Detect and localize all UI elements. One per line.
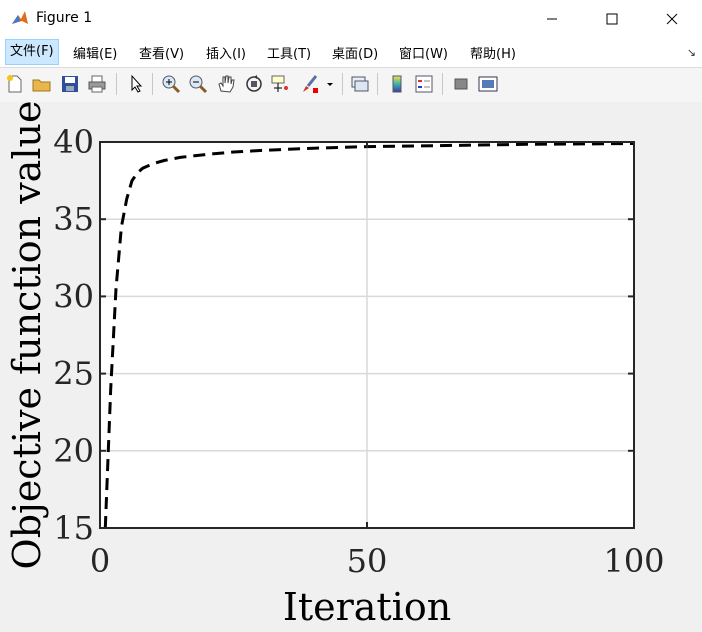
hide-plot-tools-icon[interactable] — [450, 73, 472, 95]
y-tick-label: 20 — [53, 432, 94, 470]
y-axis-label: Objective function value — [5, 102, 49, 569]
menu-window[interactable]: 窗口(W) — [399, 47, 448, 62]
toolbar-separator — [342, 73, 343, 95]
legend-icon[interactable] — [413, 73, 435, 95]
data-cursor-icon[interactable] — [270, 73, 292, 95]
x-tick-labels: 0 50 100 — [90, 542, 665, 580]
link-plot-icon[interactable] — [349, 73, 371, 95]
brush-icon[interactable] — [299, 73, 321, 95]
zoom-out-icon[interactable] — [187, 73, 209, 95]
close-button[interactable] — [642, 0, 702, 37]
tick-marks — [99, 141, 635, 529]
y-tick-label: 25 — [53, 355, 94, 393]
colorbar-icon[interactable] — [386, 73, 408, 95]
y-tick-label: 30 — [53, 277, 94, 315]
save-icon[interactable] — [59, 73, 81, 95]
series-line — [103, 142, 635, 529]
open-file-icon[interactable] — [31, 73, 53, 95]
toolbar-separator — [116, 73, 117, 95]
toolbar-separator — [377, 73, 378, 95]
zoom-in-icon[interactable] — [160, 73, 182, 95]
menu-help[interactable]: 帮助(H) — [470, 47, 516, 62]
y-tick-label: 40 — [53, 123, 94, 161]
minimize-button[interactable] — [522, 0, 582, 37]
matlab-icon — [10, 9, 30, 29]
menu-view[interactable]: 查看(V) — [139, 47, 185, 62]
y-tick-label: 35 — [53, 200, 94, 238]
maximize-icon — [606, 13, 618, 24]
menu-edit[interactable]: 编辑(E) — [73, 47, 118, 62]
dropdown-arrow-icon[interactable] — [324, 73, 336, 95]
x-tick-label: 0 — [90, 542, 110, 580]
select-arrow-icon[interactable] — [125, 73, 147, 95]
title-bar: Figure 1 — [0, 0, 702, 37]
close-icon — [666, 13, 678, 24]
dock-arrow-icon[interactable]: ↘ — [686, 46, 696, 59]
x-tick-label: 50 — [347, 542, 388, 580]
menu-bar: 文件(F) 编辑(E) 查看(V) 插入(I) 工具(T) 桌面(D) 窗口(W… — [0, 37, 702, 67]
toolbar-separator — [442, 73, 443, 95]
figure-canvas: 0 50 100 15 20 25 30 35 40 Iteration Objective … — [0, 101, 702, 629]
show-plot-tools-icon[interactable] — [477, 73, 499, 95]
x-axis-label: Iteration — [283, 585, 451, 628]
y-tick-label: 15 — [53, 509, 94, 547]
figure-toolbar — [0, 67, 702, 103]
minimize-icon — [547, 18, 557, 19]
toolbar-separator — [152, 73, 153, 95]
y-tick-labels: 15 20 25 30 35 40 — [53, 123, 94, 547]
pan-hand-icon[interactable] — [215, 73, 237, 95]
print-icon[interactable] — [86, 73, 108, 95]
window-title: Figure 1 — [36, 10, 93, 26]
x-tick-label: 100 — [603, 542, 664, 580]
menu-insert[interactable]: 插入(I) — [206, 47, 246, 62]
menu-tools[interactable]: 工具(T) — [267, 47, 312, 62]
line-chart[interactable]: 0 50 100 15 20 25 30 35 40 Iteration Objective … — [0, 101, 702, 629]
new-figure-icon[interactable] — [4, 73, 26, 95]
rotate-3d-icon[interactable] — [243, 73, 265, 95]
menu-file[interactable]: 文件(F) — [5, 39, 59, 65]
menu-desktop[interactable]: 桌面(D) — [332, 47, 379, 62]
maximize-button[interactable] — [582, 0, 642, 37]
